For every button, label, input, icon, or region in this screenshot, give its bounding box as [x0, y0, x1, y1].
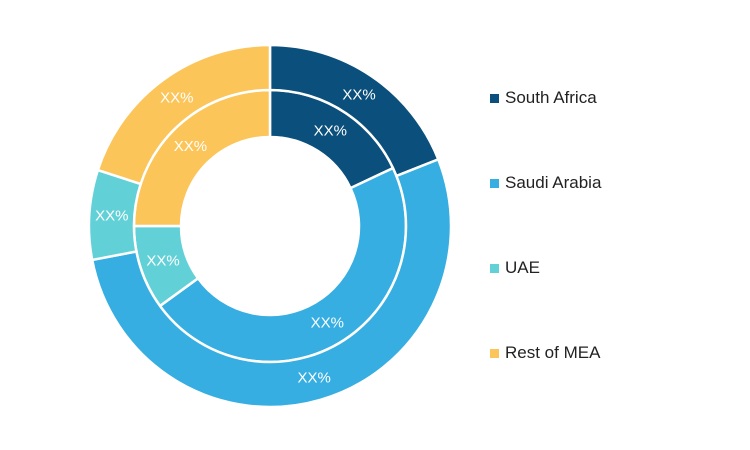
outer-ring-label-rest-of-mea: XX% — [160, 89, 193, 106]
outer-ring-segment-rest-of-mea — [96, 43, 272, 186]
legend-item-south-africa: South Africa — [490, 88, 740, 108]
outer-ring-segment-saudi-arabia — [90, 157, 453, 409]
inner-ring-label-south-africa: XX% — [314, 123, 347, 140]
outer-ring-label-uae: XX% — [95, 208, 128, 225]
legend-swatch-uae — [490, 263, 499, 273]
legend-label-saudi-arabia: Saudi Arabia — [505, 173, 602, 192]
legend-label-uae: UAE — [505, 258, 540, 277]
inner-ring-label-uae: XX% — [146, 252, 179, 269]
inner-ring-label-rest-of-mea: XX% — [174, 138, 207, 155]
legend-item-rest-of-mea: Rest of MEA — [490, 343, 740, 363]
legend-swatch-saudi-arabia — [490, 178, 499, 188]
legend-item-saudi-arabia: Saudi Arabia — [490, 173, 740, 193]
legend-label-rest-of-mea: Rest of MEA — [505, 343, 601, 362]
outer-ring-label-saudi-arabia: XX% — [298, 370, 331, 387]
outer-ring-label-south-africa: XX% — [342, 86, 375, 103]
legend-item-uae: UAE — [490, 258, 740, 278]
legend-swatch-south-africa — [490, 93, 499, 103]
legend-label-south-africa: South Africa — [505, 88, 597, 107]
chart-legend: South Africa Saudi Arabia UAE Rest of ME… — [490, 88, 740, 428]
legend-swatch-rest-of-mea — [490, 348, 499, 358]
inner-ring-label-saudi-arabia: XX% — [311, 314, 344, 331]
